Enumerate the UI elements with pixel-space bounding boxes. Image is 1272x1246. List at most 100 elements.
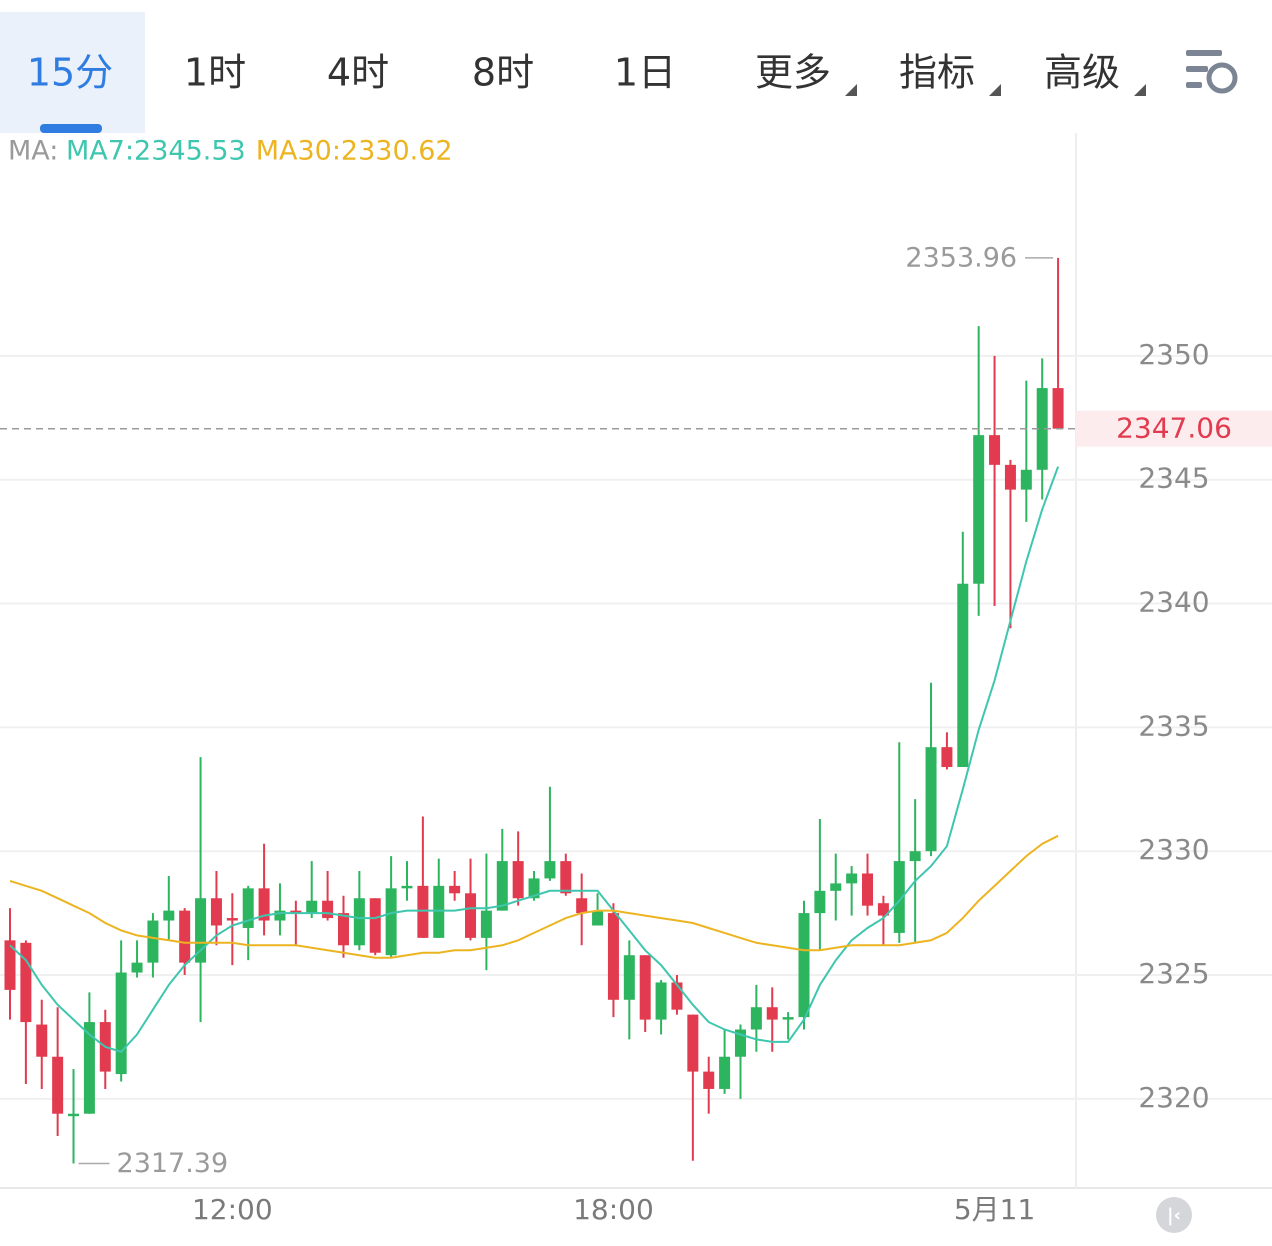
candle-body bbox=[306, 900, 318, 914]
candle-body bbox=[925, 747, 937, 852]
candle-body bbox=[941, 747, 953, 767]
candle-body bbox=[369, 898, 381, 953]
candle-body bbox=[68, 1113, 80, 1117]
last-price-bg bbox=[1076, 410, 1272, 447]
tab-label[interactable]: 1时 bbox=[184, 51, 246, 95]
candle-body bbox=[226, 918, 238, 921]
candle-body bbox=[179, 910, 191, 963]
tab-label[interactable]: 15分 bbox=[27, 51, 113, 95]
scroll-latest-icon: |‹ bbox=[1167, 1205, 1181, 1226]
dropdown-caret bbox=[989, 84, 1001, 96]
candle-body bbox=[1052, 388, 1064, 429]
dropdown-caret bbox=[1134, 84, 1146, 96]
y-tick-label: 2320 bbox=[1138, 1081, 1209, 1114]
candle-body bbox=[337, 913, 349, 946]
candle-body bbox=[512, 861, 524, 899]
candle-body bbox=[750, 1007, 762, 1030]
active-tab-bg bbox=[0, 12, 145, 133]
candle-body bbox=[671, 982, 683, 1010]
candle-body bbox=[560, 861, 572, 894]
low-marker-label: 2317.39 bbox=[117, 1148, 229, 1179]
candle-body bbox=[147, 920, 159, 963]
candle-body bbox=[4, 940, 16, 990]
candle-body bbox=[131, 962, 143, 973]
legend-entry: MA30:2330.62 bbox=[256, 136, 453, 167]
tab-label[interactable]: 高级 bbox=[1044, 51, 1120, 95]
candle-body bbox=[623, 955, 635, 1000]
candle-body bbox=[989, 435, 1001, 465]
candle-body bbox=[258, 888, 270, 921]
candle-body bbox=[449, 885, 461, 894]
tab-label[interactable]: 指标 bbox=[899, 51, 975, 95]
candle-body bbox=[703, 1071, 715, 1089]
x-tick-label: 5月11 bbox=[954, 1193, 1035, 1226]
candle-body bbox=[20, 942, 32, 1023]
candle-body bbox=[36, 1024, 48, 1057]
candle-body bbox=[973, 435, 985, 584]
y-tick-label: 2350 bbox=[1138, 338, 1209, 371]
candle-body bbox=[195, 898, 207, 963]
candle-body bbox=[639, 955, 651, 1020]
candle-body bbox=[433, 885, 445, 938]
candle-body bbox=[210, 898, 222, 926]
candle-body bbox=[734, 1029, 746, 1057]
candle-body bbox=[480, 910, 492, 938]
icon-bar bbox=[1186, 66, 1208, 72]
candle-body bbox=[877, 903, 889, 916]
candle-body bbox=[814, 890, 826, 914]
dropdown-caret bbox=[845, 84, 857, 96]
scroll-latest-button[interactable] bbox=[1156, 1197, 1192, 1233]
candle-body bbox=[655, 982, 667, 1020]
candle-body bbox=[496, 861, 508, 911]
icon-bar bbox=[1186, 50, 1222, 56]
settings-icon[interactable] bbox=[1186, 50, 1238, 94]
legend-title: MA: bbox=[8, 136, 58, 167]
candle-body bbox=[592, 910, 604, 926]
candle-body bbox=[719, 1056, 731, 1089]
candle-body bbox=[528, 878, 540, 899]
candle-body bbox=[242, 888, 254, 928]
candle-body bbox=[576, 898, 588, 914]
ma-line bbox=[9, 466, 1060, 1053]
candle-body bbox=[290, 910, 302, 914]
tab-label[interactable]: 更多 bbox=[755, 51, 831, 95]
candle-body bbox=[687, 1014, 699, 1072]
y-tick-label: 2325 bbox=[1138, 957, 1209, 990]
candle-body bbox=[1004, 464, 1016, 490]
candle-body bbox=[465, 893, 477, 938]
last-price-label: 2347.06 bbox=[1116, 412, 1232, 445]
candle-body bbox=[401, 885, 413, 889]
x-tick-label: 12:00 bbox=[192, 1193, 273, 1226]
candle-body bbox=[862, 873, 874, 906]
candle-body bbox=[957, 583, 969, 767]
y-tick-label: 2340 bbox=[1138, 586, 1209, 619]
candle-body bbox=[607, 913, 619, 1000]
active-tab-indicator bbox=[40, 124, 102, 133]
candle-body bbox=[1020, 469, 1032, 490]
icon-bar bbox=[1186, 82, 1202, 88]
candle-body bbox=[115, 972, 127, 1075]
high-marker-label: 2353.96 bbox=[905, 242, 1017, 273]
candle-body bbox=[83, 1022, 95, 1114]
candle-body bbox=[544, 861, 556, 879]
candle-body bbox=[798, 913, 810, 1018]
y-tick-label: 2345 bbox=[1138, 462, 1209, 495]
candle-body bbox=[417, 885, 429, 938]
candle-body bbox=[163, 910, 175, 921]
candle-body bbox=[385, 888, 397, 956]
y-tick-label: 2335 bbox=[1138, 709, 1209, 742]
candle-body bbox=[52, 1056, 64, 1114]
tab-label[interactable]: 4时 bbox=[327, 51, 389, 95]
candle-body bbox=[274, 910, 286, 921]
legend-entry: MA7:2345.53 bbox=[66, 136, 246, 167]
icon-gear bbox=[1206, 62, 1238, 94]
y-tick-label: 2330 bbox=[1138, 833, 1209, 866]
candle-body bbox=[909, 851, 921, 862]
candle-body bbox=[846, 873, 858, 884]
candle-body bbox=[322, 900, 334, 919]
candle-body bbox=[353, 898, 365, 946]
tab-label[interactable]: 8时 bbox=[472, 51, 534, 95]
candle-body bbox=[830, 883, 842, 891]
tab-label[interactable]: 1日 bbox=[614, 51, 676, 95]
